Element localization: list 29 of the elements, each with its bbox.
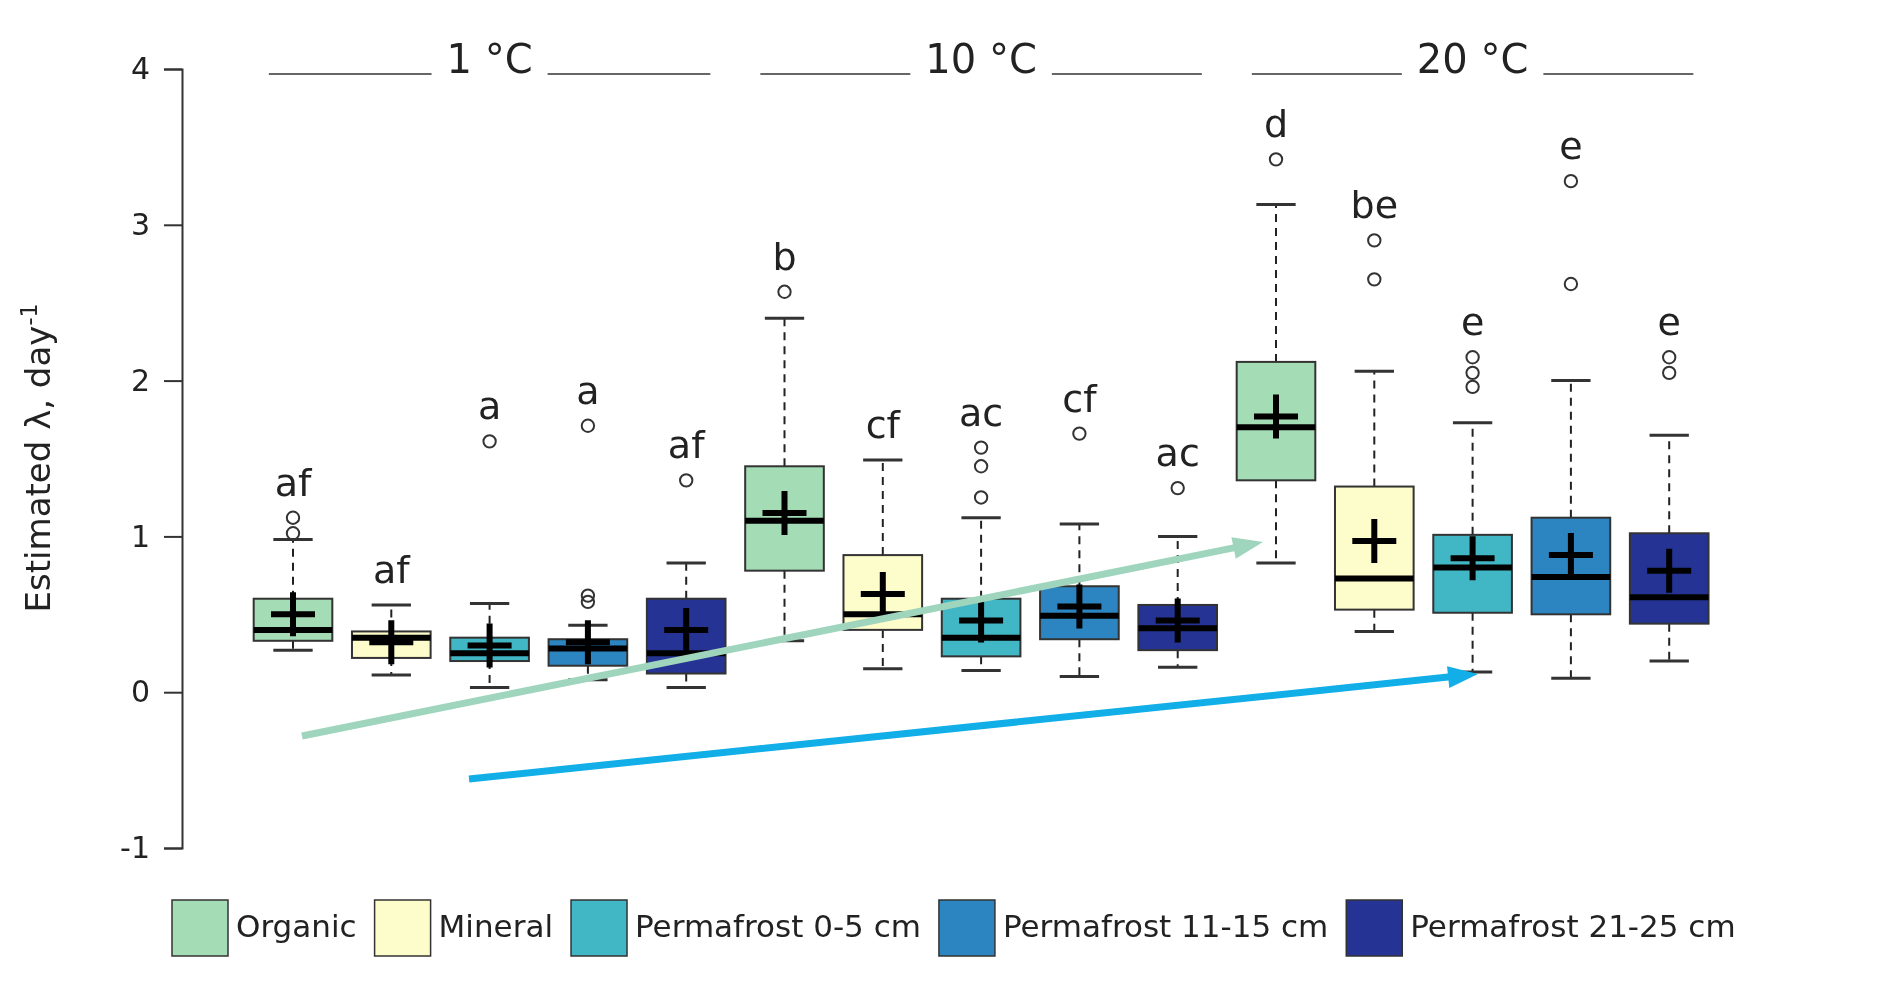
annotation: e: [1657, 300, 1681, 345]
annotation: af: [667, 423, 707, 468]
annotation: cf: [865, 403, 902, 448]
x-tick-label: 1 °C: [446, 36, 533, 82]
y-tick-label: 1: [130, 518, 150, 554]
annotation: cf: [1062, 376, 1099, 421]
y-tick-label: 0: [130, 674, 150, 710]
y-tick-label: -1: [120, 830, 150, 866]
annotation: af: [274, 460, 313, 505]
annotation: a: [477, 384, 502, 429]
y-tick-label: 2: [130, 362, 150, 398]
y-tick-label: 4: [130, 51, 150, 87]
annotation: d: [1263, 102, 1289, 147]
legend-label: Mineral: [438, 907, 554, 944]
legend-label: Organic: [236, 907, 357, 944]
legend-label: Permafrost 21-25 cm: [1410, 907, 1736, 944]
y-tick-label: 3: [130, 206, 150, 242]
annotation: a: [576, 368, 600, 413]
annotation: b: [772, 234, 797, 279]
annotation: af: [372, 547, 412, 592]
legend-label: Permafrost 11-15 cm: [1002, 907, 1329, 944]
x-tick-label: 10 °C: [925, 36, 1037, 82]
legend-label: Permafrost 0-5 cm: [635, 907, 921, 944]
annotation: ac: [1155, 431, 1200, 476]
annotation: be: [1350, 183, 1399, 228]
annotation: ac: [959, 390, 1004, 435]
annotation: e: [1460, 300, 1485, 345]
x-tick-label: 20 °C: [1416, 36, 1529, 82]
annotation: e: [1559, 124, 1583, 169]
